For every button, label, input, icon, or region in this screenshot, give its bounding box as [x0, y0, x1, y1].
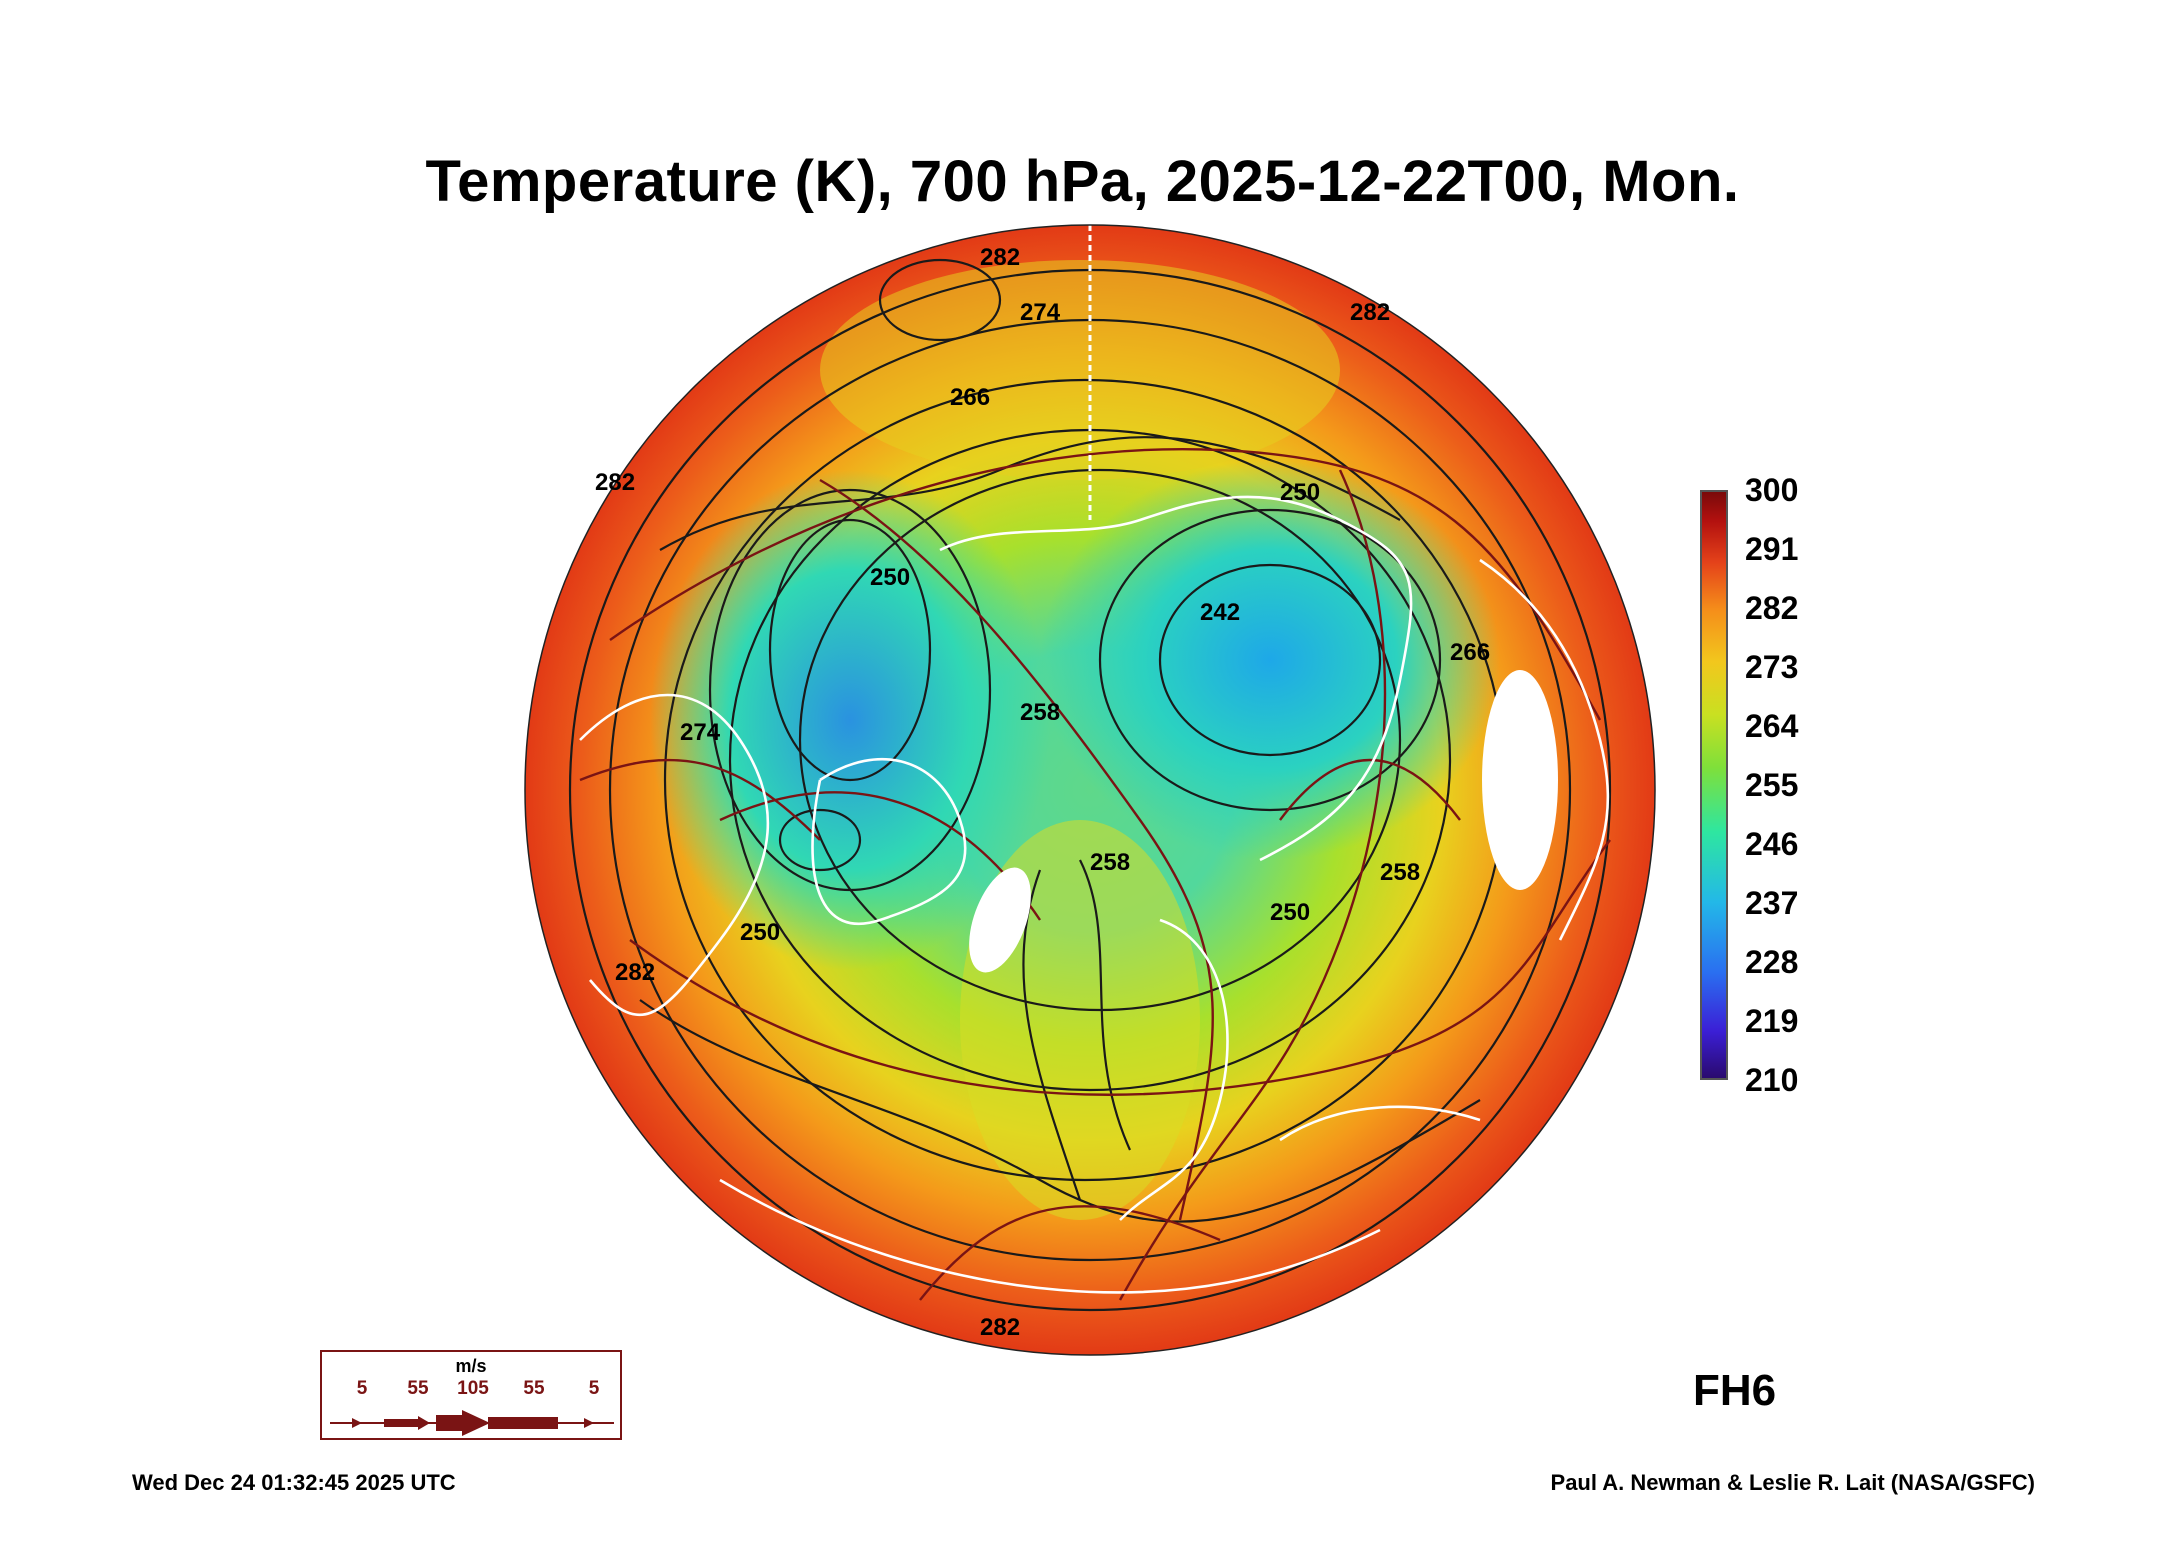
forecast-hour-label: FH6 — [1693, 1366, 1777, 1415]
colorbar-tick-label: 228 — [1745, 944, 1799, 980]
contour-label: 282 — [980, 244, 1020, 271]
wind-legend-value: 105 — [457, 1378, 489, 1399]
contour-label: 274 — [1020, 299, 1061, 326]
wind-speed-legend: m/s 5 55 105 55 5 — [320, 1350, 622, 1440]
contour-label: 258 — [1090, 849, 1130, 876]
wind-streamlines — [579, 448, 1611, 1301]
contour-label: 266 — [950, 384, 990, 411]
contour-label: 242 — [1200, 599, 1240, 626]
contour-label: 266 — [1450, 639, 1490, 666]
contour-label: 258 — [1020, 699, 1060, 726]
wind-legend-arrow-scale — [330, 1410, 614, 1436]
colorbar-tick-label: 219 — [1745, 1003, 1799, 1039]
cold-pool-east — [1040, 460, 1500, 860]
wind-legend-unit: m/s — [455, 1356, 487, 1376]
map-title: Temperature (K), 700 hPa, 2025-12-22T00,… — [425, 149, 1740, 214]
contour-label: 250 — [1280, 479, 1320, 506]
contour-label: 274 — [680, 719, 721, 746]
wind-legend-value: 5 — [356, 1378, 368, 1399]
polar-temperature-map: 282 274 266 258 250 242 250 258 266 282 … — [524, 224, 1656, 1356]
colorbar-tick-label: 282 — [1745, 590, 1799, 626]
map-boundary — [524, 224, 1656, 1356]
contour-label: 258 — [1380, 859, 1420, 886]
colorbar-tick-label: 273 — [1745, 649, 1799, 685]
contour-label-layer: 282 274 266 258 250 242 250 258 266 282 … — [595, 244, 1490, 1341]
colorbar-tick-label: 264 — [1745, 708, 1799, 744]
contour-label: 282 — [595, 469, 635, 496]
generation-timestamp: Wed Dec 24 01:32:45 2025 UTC — [132, 1470, 456, 1495]
colorbar-tick-label: 237 — [1745, 885, 1799, 921]
colorbar-tick-label: 255 — [1745, 767, 1799, 803]
wind-legend-value: 55 — [523, 1378, 545, 1399]
credit-line: Paul A. Newman & Leslie R. Lait (NASA/GS… — [1550, 1470, 2035, 1495]
missing-data-patch-center — [969, 867, 1031, 973]
wind-legend-value: 55 — [407, 1378, 429, 1399]
contour-label: 282 — [615, 959, 655, 986]
contour-label: 250 — [1270, 899, 1310, 926]
coastlines — [579, 495, 1610, 1294]
colorbar-tick-label: 210 — [1745, 1062, 1799, 1098]
contour-label: 282 — [980, 1314, 1020, 1341]
contour-label: 282 — [1350, 299, 1390, 326]
colorbar-tick-label: 291 — [1745, 531, 1799, 567]
cold-pool-west — [650, 470, 1050, 970]
colorbar — [1700, 490, 1728, 1080]
missing-data-patch-east — [1482, 670, 1558, 890]
contour-label: 250 — [740, 919, 780, 946]
wind-legend-value: 5 — [588, 1378, 600, 1399]
contour-label: 250 — [870, 564, 910, 591]
colorbar-tick-label: 300 — [1745, 472, 1799, 508]
colorbar-tick-label: 246 — [1745, 826, 1799, 862]
warm-ridge-north — [820, 260, 1340, 480]
